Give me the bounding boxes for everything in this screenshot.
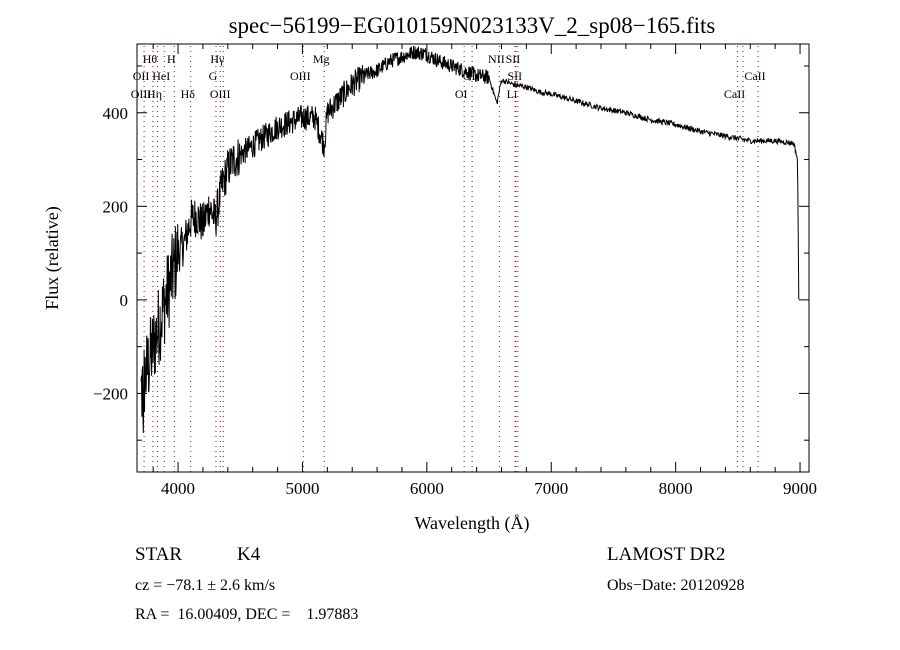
x-tick-label: 9000	[783, 479, 817, 498]
line-marker-label: Hθ	[143, 52, 158, 66]
y-axis-label: Flux (relative)	[42, 206, 63, 309]
object-class: STAR	[135, 544, 182, 565]
line-marker-label: G	[209, 69, 218, 83]
line-marker-label: Hγ	[210, 52, 225, 66]
x-tick-label: 7000	[534, 479, 568, 498]
object-subclass: K4	[237, 544, 261, 565]
observation-date: Obs−Date: 20120928	[607, 577, 744, 594]
line-marker-label: CaII	[744, 69, 765, 83]
line-marker-label: Hη	[147, 87, 162, 101]
axis-ticks: 4000 5000 6000 7000 8000 9000 400 200 0 −200	[93, 44, 817, 498]
line-marker-label: OIII	[210, 87, 231, 101]
spectrum-line	[140, 45, 800, 434]
line-marker-label: OIII	[290, 69, 311, 83]
line-marker-label: Hδ	[181, 87, 196, 101]
y-tick-label: 200	[103, 197, 129, 216]
line-marker-label: Mg	[313, 52, 330, 66]
line-marker-label: NII	[488, 52, 505, 66]
line-marker-label: H	[167, 52, 176, 66]
line-marker-label: SII	[506, 52, 521, 66]
x-tick-label: 4000	[161, 479, 195, 498]
line-marker-label: CaII	[724, 87, 745, 101]
survey-name: LAMOST DR2	[607, 544, 725, 565]
line-marker-label: OII	[133, 69, 150, 83]
chart-title: spec−56199−EG010159N023133V_2_sp08−165.f…	[229, 13, 716, 38]
redshift-velocity: cz = −78.1 ± 2.6 km/s	[135, 577, 275, 594]
line-marker-label: Li	[507, 87, 518, 101]
coordinates: RA = 16.00409, DEC = 1.97883	[135, 606, 358, 623]
line-marker-label: OIII	[131, 87, 152, 101]
x-tick-label: 6000	[410, 479, 444, 498]
line-marker-label: OI	[455, 87, 468, 101]
x-tick-label: 5000	[285, 479, 319, 498]
y-tick-label: 0	[120, 291, 129, 310]
x-tick-label: 8000	[659, 479, 693, 498]
y-tick-label: 400	[103, 104, 129, 123]
plot-frame	[136, 43, 810, 473]
x-axis-label: Wavelength (Å)	[414, 513, 529, 534]
line-marker-label: HeI	[152, 69, 170, 83]
y-tick-label: −200	[93, 384, 128, 403]
